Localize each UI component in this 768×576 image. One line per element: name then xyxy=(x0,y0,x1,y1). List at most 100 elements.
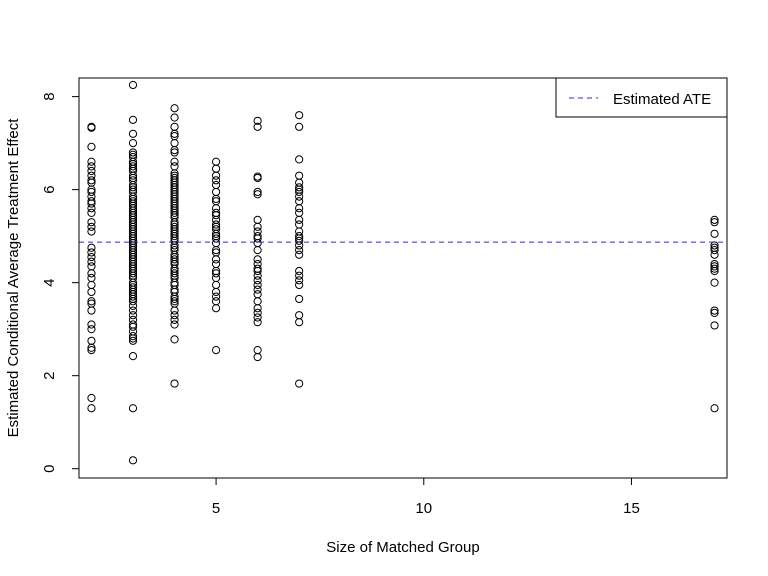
data-point xyxy=(128,404,138,413)
data-point xyxy=(253,266,262,276)
data-point xyxy=(128,301,138,311)
data-point xyxy=(128,311,138,320)
data-point xyxy=(87,162,96,171)
data-point xyxy=(710,229,719,238)
plot-frame xyxy=(78,77,728,479)
data-point xyxy=(170,157,179,166)
data-point xyxy=(253,280,262,290)
legend-label: Estimated ATE xyxy=(613,91,711,108)
data-point xyxy=(170,139,179,148)
data-point xyxy=(710,306,719,315)
data-point xyxy=(128,336,138,345)
data-point xyxy=(170,148,179,157)
data-point xyxy=(295,280,304,290)
data-point xyxy=(128,129,138,138)
data-point xyxy=(170,315,179,324)
data-point xyxy=(211,157,221,166)
data-point xyxy=(211,345,221,355)
data-point xyxy=(170,255,179,264)
data-point xyxy=(128,80,138,90)
data-point xyxy=(253,122,262,131)
data-point xyxy=(128,171,138,180)
legend: Estimated ATE xyxy=(555,77,728,118)
data-point xyxy=(128,322,138,331)
data-point xyxy=(170,113,179,122)
data-point xyxy=(211,220,221,229)
data-point xyxy=(87,204,96,213)
data-point xyxy=(170,162,179,171)
data-point xyxy=(128,162,138,171)
y-axis: 0 2 4 6 8 xyxy=(41,92,80,473)
data-point xyxy=(253,173,262,183)
data-point xyxy=(710,241,719,250)
data-point xyxy=(295,250,304,259)
data-point xyxy=(87,243,96,252)
data-point xyxy=(211,194,221,204)
data-point xyxy=(710,250,719,259)
y-tick-label: 8 xyxy=(41,92,58,100)
data-point xyxy=(211,239,221,248)
data-point xyxy=(253,271,262,280)
data-point xyxy=(295,236,304,245)
data-point xyxy=(211,245,221,255)
data-point xyxy=(295,379,304,388)
data-point xyxy=(253,215,262,224)
data-point xyxy=(87,269,96,278)
data-point xyxy=(295,220,304,229)
data-point xyxy=(170,306,179,315)
data-point xyxy=(87,297,96,306)
data-point xyxy=(295,266,304,276)
data-point xyxy=(87,166,96,176)
data-point xyxy=(128,115,138,124)
data-point xyxy=(170,311,179,320)
data-point xyxy=(128,352,138,361)
data-point xyxy=(128,139,138,148)
data-point xyxy=(211,273,221,283)
data-point xyxy=(87,287,96,297)
data-point xyxy=(211,259,221,269)
data-point xyxy=(253,245,262,255)
data-point xyxy=(253,318,262,327)
data-point xyxy=(295,271,304,280)
data-point xyxy=(211,229,221,238)
data-point xyxy=(253,308,262,317)
data-point xyxy=(170,269,179,278)
data-point xyxy=(253,304,262,313)
data-point xyxy=(87,176,96,185)
data-point xyxy=(253,222,262,231)
data-point xyxy=(170,241,179,250)
data-point xyxy=(128,297,138,306)
data-point xyxy=(295,208,304,217)
data-point xyxy=(211,304,221,313)
data-point xyxy=(170,104,179,113)
data-point xyxy=(170,208,179,217)
data-point xyxy=(128,292,138,301)
data-point xyxy=(253,234,262,243)
data-point xyxy=(170,122,179,131)
data-point xyxy=(253,313,262,322)
data-point xyxy=(170,232,179,241)
data-point xyxy=(253,255,262,264)
data-point xyxy=(170,145,179,155)
data-point xyxy=(710,262,719,271)
data-point xyxy=(87,306,96,315)
y-tick-label: 4 xyxy=(41,278,58,286)
data-point xyxy=(87,218,96,227)
data-point xyxy=(710,278,719,287)
data-point xyxy=(211,164,221,173)
data-point xyxy=(253,290,262,299)
legend-box xyxy=(555,77,728,118)
data-point xyxy=(253,276,262,285)
data-point xyxy=(170,379,179,388)
data-point xyxy=(211,171,221,180)
data-point xyxy=(295,215,304,224)
y-tick-label: 0 xyxy=(41,465,58,473)
data-point xyxy=(87,142,96,151)
data-point xyxy=(710,218,719,227)
data-point xyxy=(710,404,719,413)
data-points xyxy=(87,80,719,465)
data-point xyxy=(87,345,96,355)
data-point xyxy=(211,280,221,290)
data-point xyxy=(211,297,221,306)
